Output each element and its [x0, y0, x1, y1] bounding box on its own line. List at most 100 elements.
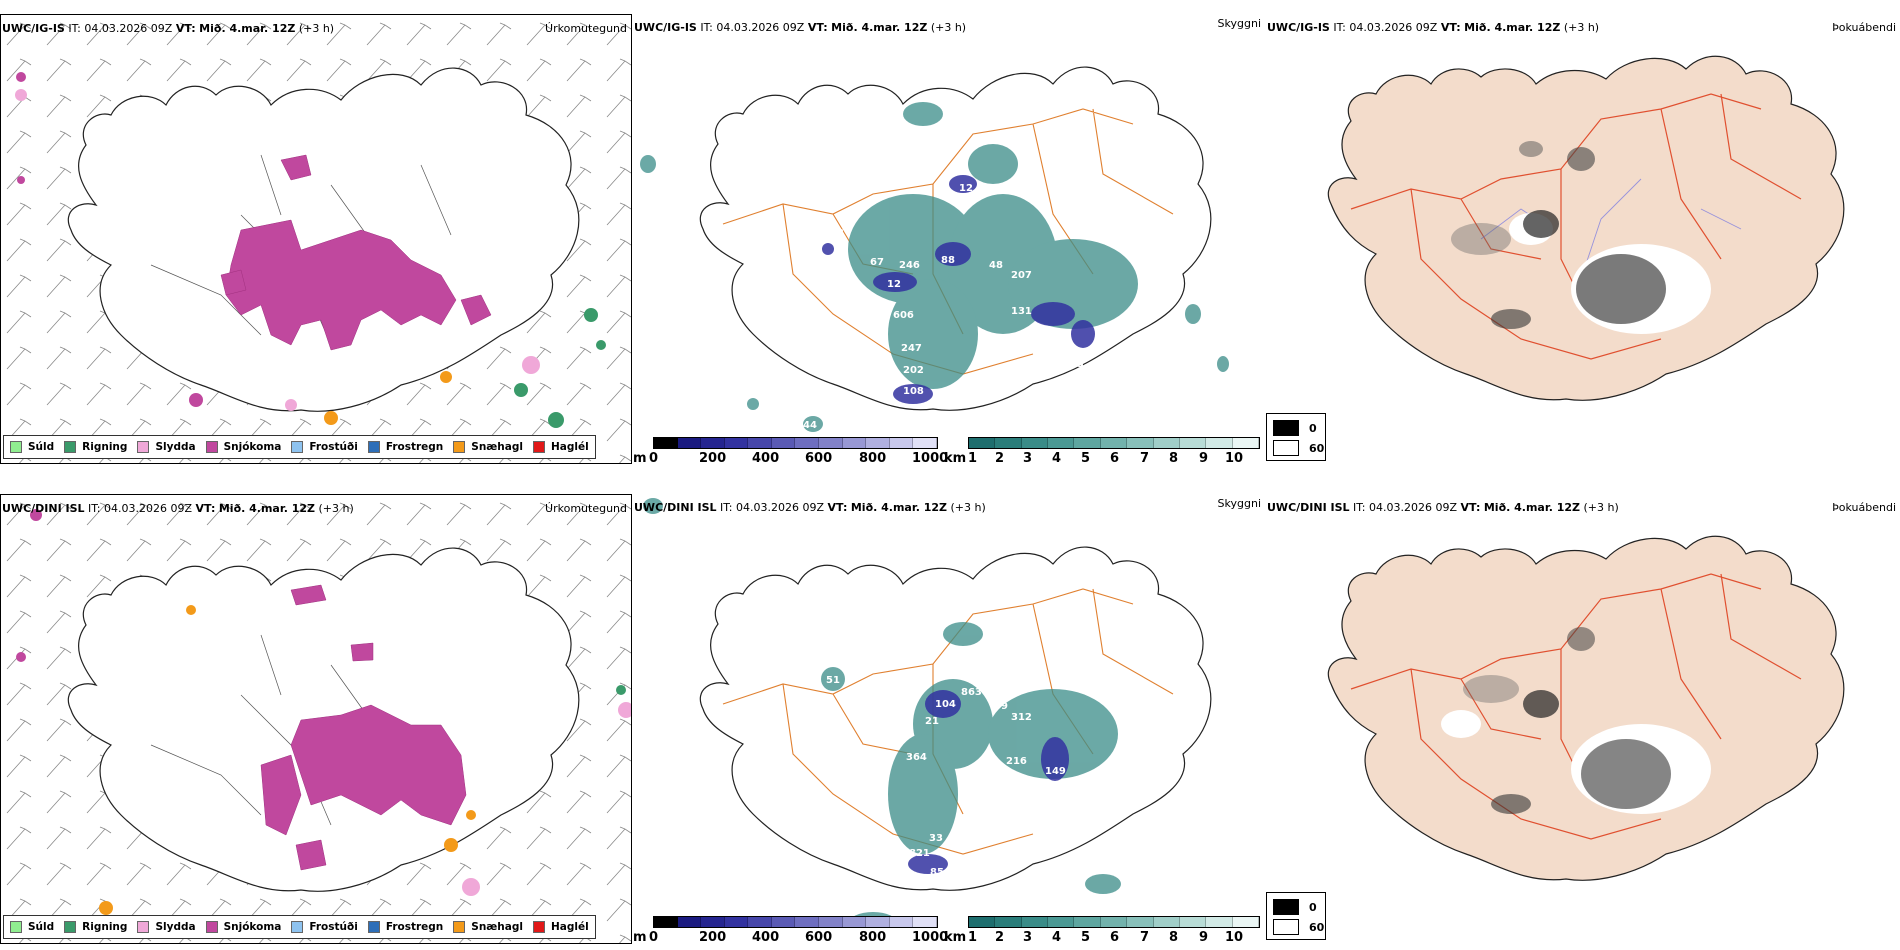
cloud-base-label: 207	[1011, 270, 1032, 281]
cloud-base-label: 247	[901, 343, 922, 354]
colorbar-tick: 3	[1023, 451, 1033, 466]
precip-legend: Súld Rigning Slydda Snjókoma Frostúði Fr…	[3, 915, 596, 939]
panel-title: Úrkomutegund	[545, 502, 627, 515]
precip-map-bottom	[1, 495, 631, 943]
vt-label: VT:	[807, 21, 828, 34]
colorbar-tick: 7	[1140, 451, 1150, 466]
legend-item: Rigning	[64, 441, 127, 453]
precip-map-top	[1, 15, 631, 463]
cloud-base-label: 57	[932, 390, 946, 401]
legend-swatch	[137, 921, 150, 933]
colorbar-tick: 1	[968, 930, 978, 945]
legend-swatch	[205, 921, 218, 933]
vt-value: Mið. 4.mar. 12Z	[199, 22, 296, 35]
cloud-base-label: 863	[1063, 359, 1084, 370]
it-value: 04.03.2026 09Z	[736, 501, 825, 514]
cloud-base-label: 821	[909, 848, 930, 859]
colorbar-tick: 400	[752, 451, 780, 466]
legend-label: Frostregn	[385, 921, 444, 933]
legend-swatch	[64, 441, 77, 453]
model-name: UWC/IG-IS	[2, 22, 65, 35]
panel-header: UWC/DINI ISL IT: 04.03.2026 09Z VT: Mið.…	[1267, 501, 1619, 514]
legend-item: Snjókoma	[205, 441, 282, 453]
vt-value: Mið. 4.mar. 12Z	[218, 502, 316, 515]
fog-panel-top: UWC/IG-IS IT: 04.03.2026 09Z VT: Mið. 4.…	[1266, 14, 1900, 444]
cloud-base-label: 216	[1006, 756, 1027, 767]
cloud-base-label: 364	[906, 752, 927, 763]
legend-label: Haglél	[550, 441, 589, 453]
colorbar-tick: 4	[1052, 451, 1062, 466]
fog-panel-bottom: UWC/DINI ISL IT: 04.03.2026 09Z VT: Mið.…	[1266, 494, 1900, 894]
colorbar-tick: 1000	[912, 451, 949, 466]
precip-legend: Súld Rigning Slydda Snjókoma Frostúði Fr…	[3, 435, 596, 459]
legend-item: Rigning	[64, 921, 127, 933]
cloud-base-label: 21	[925, 716, 939, 727]
legend-swatch	[291, 441, 304, 453]
fog-legend-bottom: 0 60	[1266, 892, 1326, 940]
colorbar-tick: 10	[1225, 930, 1244, 945]
visibility-map-top	[640, 66, 1229, 432]
fog-legend-item: 60	[1273, 919, 1324, 935]
visibility-panel-top: UWC/IG-IS IT: 04.03.2026 09Z VT: Mið. 4.…	[633, 14, 1265, 464]
model-name: UWC/DINI ISL	[2, 502, 85, 515]
colorbar-tick: 800	[859, 451, 887, 466]
legend-label: Snjókoma	[223, 921, 282, 933]
legend-item: Súld	[10, 441, 54, 453]
legend-swatch	[10, 921, 22, 933]
panel-title: Skyggni	[1217, 17, 1261, 30]
lead-time: (+3 h)	[950, 501, 986, 514]
colorbar-unit: m	[633, 451, 647, 466]
colorbar-tick: 10	[1225, 451, 1244, 466]
model-name: UWC/DINI ISL	[1267, 501, 1350, 514]
colorbar-unit: m	[633, 930, 647, 945]
panel-header: UWC/DINI ISL IT: 04.03.2026 09Z VT: Mið.…	[634, 501, 986, 514]
legend-item: Súld	[10, 921, 54, 933]
legend-label: Frostregn	[385, 441, 444, 453]
legend-swatch	[205, 441, 218, 453]
lead-time: (+3 h)	[1583, 501, 1619, 514]
fog-legend-item: 60	[1273, 440, 1324, 456]
colorbar-strip	[653, 916, 938, 928]
legend-item: Frostregn	[367, 441, 444, 453]
legend-label: Súld	[28, 921, 55, 933]
colorbar-tick: 200	[699, 451, 727, 466]
colorbar-tick: 6	[1110, 930, 1120, 945]
visibility-colorbar-bottom: km 1 2 3 4 5 6 7 8 9 10	[944, 916, 1269, 950]
legend-item: Snæhagl	[453, 921, 523, 933]
iceland-outline	[1327, 55, 1845, 401]
lead-time: (+3 h)	[318, 502, 354, 515]
cloud-base-label: 149	[1045, 766, 1066, 777]
legend-item: Slydda	[137, 921, 196, 933]
colorbar-tick: 5	[1081, 930, 1091, 945]
it-label: IT:	[700, 21, 713, 34]
legend-swatch	[10, 441, 22, 453]
cloud-base-label: 51	[826, 675, 840, 686]
panel-title: Skyggni	[1217, 497, 1261, 510]
colorbar-unit: km	[944, 930, 967, 945]
lead-time: (+3 h)	[1563, 21, 1600, 34]
legend-label: Snæhagl	[471, 921, 523, 933]
legend-swatch	[367, 441, 380, 453]
legend-swatch	[532, 921, 545, 933]
colorbar-tick: 800	[859, 930, 887, 945]
legend-label: Rigning	[82, 441, 128, 453]
colorbar-strip	[968, 437, 1260, 449]
legend-item: Snæhagl	[453, 441, 523, 453]
vt-value: Mið. 4.mar. 12Z	[1464, 21, 1561, 34]
panel-header: UWC/IG-IS IT: 04.03.2026 09Z VT: Mið. 4.…	[1267, 21, 1599, 34]
vt-label: VT:	[1460, 501, 1481, 514]
colorbar-tick: 9	[1199, 930, 1209, 945]
it-value: 04.03.2026 09Z	[1349, 21, 1438, 34]
it-label: IT:	[88, 502, 101, 515]
legend-swatch	[291, 921, 304, 933]
it-value: 04.03.2026 09Z	[104, 502, 193, 515]
cloud-base-label: 104	[935, 699, 956, 710]
cloud-base-label: 48	[989, 260, 1003, 271]
legend-label: Frostúði	[309, 921, 358, 933]
it-label: IT:	[68, 22, 81, 35]
legend-label: Haglél	[550, 921, 589, 933]
model-name: UWC/IG-IS	[634, 21, 697, 34]
legend-label: Snjókoma	[223, 441, 282, 453]
cloud-base-label: 69	[994, 701, 1008, 712]
cloud-base-label: 12	[959, 183, 973, 194]
